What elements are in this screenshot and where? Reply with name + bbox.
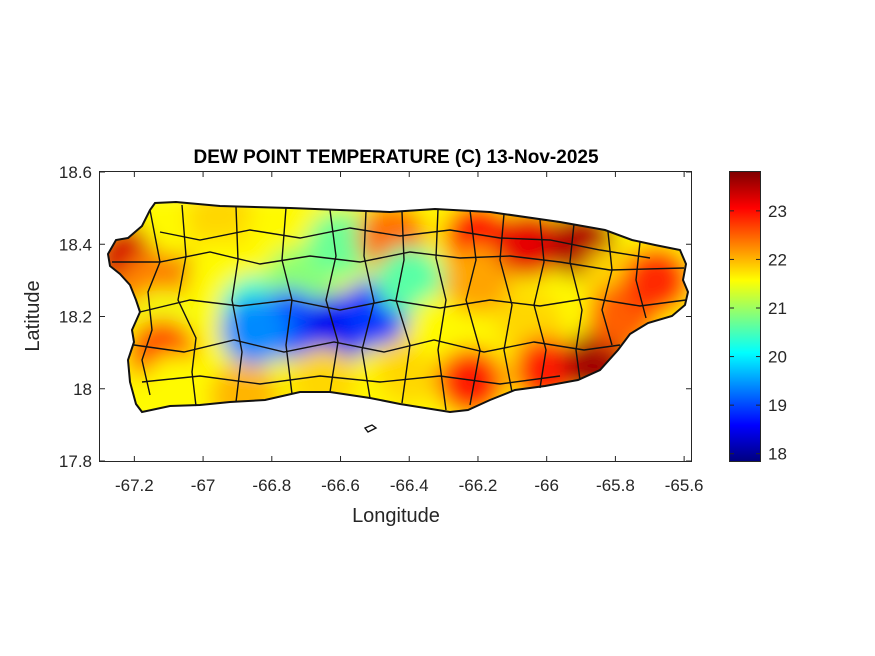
y-axis-ticks: 17.8 18 18.2 18.4 18.6 [59, 163, 691, 471]
field-sample [409, 293, 478, 362]
y-tick-label: 18.2 [59, 308, 92, 327]
y-tick-label: 18.4 [59, 235, 92, 254]
x-tick-label: -66.2 [459, 476, 498, 495]
x-axis-label: Longitude [352, 505, 440, 527]
field-sample [495, 210, 564, 279]
x-tick-label: -66.4 [390, 476, 429, 495]
y-tick-label: 17.8 [59, 452, 92, 471]
field-sample [622, 246, 688, 315]
x-tick-label: -66.6 [321, 476, 360, 495]
colorbar-ticks: 18 19 20 21 22 23 [730, 202, 787, 464]
colorbar-tick-label: 23 [768, 202, 787, 221]
x-tick-label: -65.6 [665, 476, 704, 495]
colorbar-tick-label: 22 [768, 250, 787, 269]
colorbar [729, 171, 761, 462]
field-sample [444, 246, 512, 315]
x-tick-label: -65.8 [596, 476, 635, 495]
x-tick-label: -67.2 [115, 476, 154, 495]
x-tick-label: -66 [534, 476, 559, 495]
x-axis-ticks: -67.2 -67 -66.8 -66.6 -66.4 -66.2 -66 -65.8 -65.… [115, 172, 704, 495]
field-sample [220, 297, 289, 365]
colorbar-tick-label: 18 [768, 445, 787, 464]
field-sample [437, 347, 506, 412]
chart-title: DEW POINT TEMPERATURE (C) 13-Nov-2025 [193, 147, 598, 168]
y-tick-label: 18 [73, 380, 92, 399]
y-axis-label: Latitude [22, 280, 44, 351]
y-tick-label: 18.6 [59, 163, 92, 182]
municipality-boundaries [107, 201, 689, 433]
field-sample [375, 246, 444, 315]
colorbar-tick-label: 20 [768, 348, 787, 367]
colorbar-tick-label: 19 [768, 396, 787, 415]
colorbar-tick-label: 21 [768, 299, 787, 318]
x-tick-label: -66.8 [252, 476, 291, 495]
x-tick-label: -67 [191, 476, 216, 495]
